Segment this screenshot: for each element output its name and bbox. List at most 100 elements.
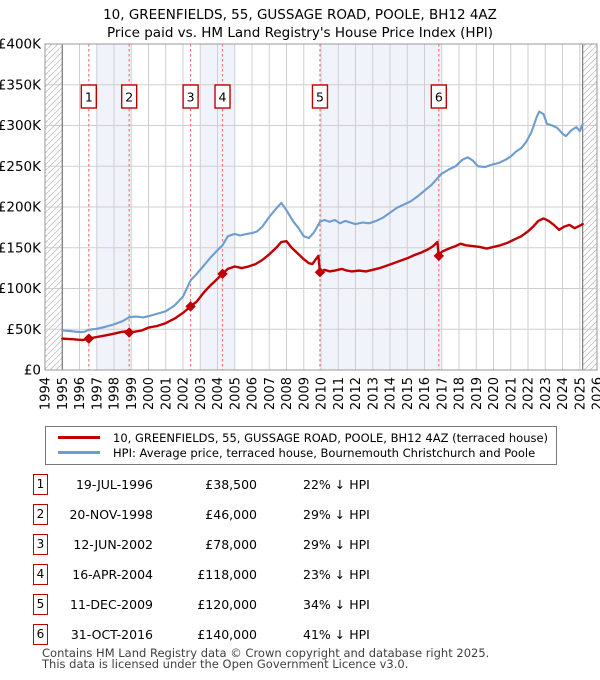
- legend-item-hpi: HPI: Average price, terraced house, Bour…: [46, 445, 556, 460]
- table-row: 3 12-JUN-2002 £78,000 29% ↓ HPI: [33, 529, 592, 559]
- x-axis-label: 2005: [228, 377, 243, 410]
- chart-title: 10, GREENFIELDS, 55, GUSSAGE ROAD, POOLE…: [103, 7, 497, 23]
- sale-hpi-delta: 29% ↓ HPI: [303, 506, 370, 522]
- x-axis-label: 2021: [504, 377, 519, 410]
- sale-number-badge: 5: [33, 593, 48, 615]
- x-axis-label: 2025: [573, 377, 588, 410]
- sale-point-marker: [314, 267, 326, 278]
- x-axis-label: 2022: [522, 377, 537, 410]
- sale-badge-number: 4: [219, 90, 227, 105]
- x-axis-label: 2000: [142, 377, 157, 410]
- x-axis-label: 2016: [418, 377, 433, 410]
- sale-badge-number: 6: [435, 90, 443, 105]
- sale-badge-box: [430, 84, 448, 109]
- x-axis-label: 1999: [125, 377, 140, 410]
- sale-hpi-delta: 41% ↓ HPI: [303, 626, 370, 642]
- x-axis-label: 2017: [435, 377, 450, 410]
- x-axis-label: 2009: [297, 377, 312, 410]
- y-axis-label: £300K: [0, 118, 42, 134]
- sale-price: £140,000: [197, 626, 257, 642]
- sale-number-badge: 6: [33, 623, 48, 645]
- sale-hpi-delta: 22% ↓ HPI: [303, 476, 370, 492]
- sale-number-badge: 4: [33, 563, 48, 585]
- sale-date: 19-JUL-1996: [75, 476, 153, 492]
- footer-line-1: Contains HM Land Registry data © Crown c…: [42, 646, 490, 660]
- sale-price: £46,000: [205, 506, 257, 522]
- table-row: 1 19-JUL-1996 £38,500 22% ↓ HPI: [33, 469, 592, 499]
- x-axis-label: 1998: [108, 377, 123, 410]
- sale-number-badge: 2: [33, 503, 48, 525]
- sale-price: £120,000: [197, 596, 257, 612]
- sale-number-badge: 1: [33, 473, 48, 495]
- sale-badge-box: [214, 84, 231, 109]
- x-axis-label: 2008: [280, 377, 295, 410]
- x-axis-label: 2011: [332, 377, 347, 410]
- legend-item-price-paid: 10, GREENFIELDS, 55, GUSSAGE ROAD, POOLE…: [46, 430, 556, 445]
- series-line-price-paid: [61, 217, 584, 342]
- sale-point-marker: [433, 250, 445, 262]
- x-axis-label: 2020: [487, 377, 502, 410]
- plot-area: 1 2 3 4 5 6 £0 £50K £100K £150K £200K £250K £300K £35…: [0, 37, 600, 411]
- sale-date: 31-OCT-2016: [70, 626, 153, 642]
- x-axis-label: 2007: [263, 377, 278, 410]
- sale-hpi-delta: 23% ↓ HPI: [303, 566, 370, 582]
- x-axis-label: 2023: [539, 377, 554, 410]
- sale-price: £38,500: [205, 476, 257, 492]
- license-footer: Contains HM Land Registry data © Crown c…: [42, 646, 490, 671]
- chart-subtitle: Price paid vs. HM Land Registry's House …: [107, 25, 493, 41]
- sale-price: £118,000: [197, 566, 257, 582]
- sale-date: 12-JUN-2002: [73, 536, 153, 552]
- sale-badge-number: 5: [316, 90, 324, 105]
- price-paid-line-swatch: [58, 436, 100, 439]
- chart-legend: 10, GREENFIELDS, 55, GUSSAGE ROAD, POOLE…: [45, 426, 557, 465]
- sale-badge-box: [120, 84, 138, 109]
- sale-badge-number: 2: [125, 90, 133, 105]
- y-axis-label: £350K: [0, 77, 42, 93]
- x-axis-label: 2012: [349, 377, 364, 410]
- x-axis-label: 2006: [246, 377, 261, 410]
- sale-number-badge: 3: [33, 533, 48, 555]
- x-axis-label: 1997: [90, 377, 105, 410]
- x-axis-label: 2013: [366, 377, 381, 410]
- x-axis-label: 2015: [401, 377, 416, 410]
- footer-line-2: This data is licensed under the Open Gov…: [42, 657, 409, 671]
- sale-point-marker: [217, 268, 228, 280]
- sale-badge-number: 1: [85, 90, 93, 105]
- y-axis-label: £400K: [0, 37, 42, 53]
- sale-badge-box: [182, 84, 199, 109]
- sale-hpi-delta: 29% ↓ HPI: [303, 536, 370, 552]
- sale-date: 20-NOV-1998: [69, 506, 153, 522]
- hpi-line-swatch: [58, 451, 100, 454]
- legend-label-hpi: HPI: Average price, terraced house, Bour…: [113, 445, 536, 460]
- x-axis-label: 1996: [73, 377, 88, 410]
- table-row: 6 31-OCT-2016 £140,000 41% ↓ HPI: [33, 619, 592, 649]
- sale-badge-number: 3: [187, 90, 195, 105]
- sale-hpi-delta: 34% ↓ HPI: [303, 596, 370, 612]
- x-axis-label: 1995: [56, 377, 71, 410]
- sale-point-marker: [185, 301, 196, 312]
- y-axis-label: £50K: [6, 322, 42, 338]
- legend-label-price-paid: 10, GREENFIELDS, 55, GUSSAGE ROAD, POOLE…: [113, 430, 549, 445]
- x-axis-label: 2010: [315, 377, 330, 410]
- y-axis-label: £250K: [0, 159, 42, 175]
- x-axis-label: 2019: [470, 377, 485, 410]
- x-axis-label: 2024: [556, 377, 571, 410]
- table-row: 4 16-APR-2004 £118,000 23% ↓ HPI: [33, 559, 592, 589]
- sale-point-marker: [123, 327, 135, 338]
- plot-border: [44, 43, 598, 371]
- sales-table: 1 19-JUL-1996 £38,500 22% ↓ HPI 2 20-NOV…: [33, 469, 592, 649]
- sale-date: 16-APR-2004: [72, 566, 153, 582]
- sale-price: £78,000: [205, 536, 257, 552]
- x-axis-label: 2004: [211, 377, 226, 410]
- no-data-hatch: [582, 44, 597, 370]
- x-axis-label: 2003: [194, 377, 209, 410]
- x-axis-label: 2014: [384, 377, 399, 410]
- sale-point-marker: [83, 333, 95, 344]
- x-axis-label: 2002: [177, 377, 192, 410]
- x-axis-label: 2026: [591, 377, 600, 410]
- table-row: 2 20-NOV-1998 £46,000 29% ↓ HPI: [33, 499, 592, 529]
- no-data-hatch: [45, 44, 63, 370]
- y-axis-label: £200K: [0, 200, 42, 216]
- series-line-hpi: [61, 110, 584, 334]
